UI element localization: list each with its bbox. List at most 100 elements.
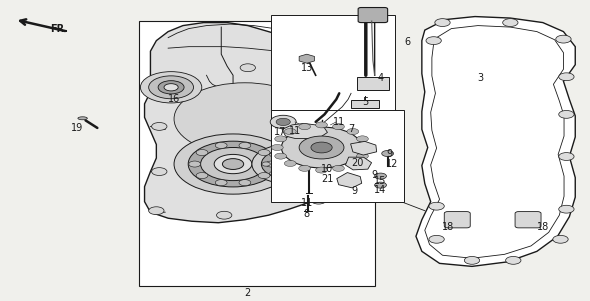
Bar <box>271 110 404 202</box>
FancyBboxPatch shape <box>351 100 379 108</box>
Circle shape <box>306 171 314 175</box>
Circle shape <box>559 73 574 81</box>
Text: 4: 4 <box>378 73 384 83</box>
Text: 18: 18 <box>537 222 549 232</box>
Text: 11: 11 <box>333 117 345 127</box>
Circle shape <box>503 19 518 26</box>
Circle shape <box>299 165 310 171</box>
Polygon shape <box>337 172 362 188</box>
Circle shape <box>316 167 327 173</box>
Circle shape <box>426 37 441 45</box>
Polygon shape <box>282 123 327 138</box>
Circle shape <box>280 108 322 129</box>
Circle shape <box>356 136 368 142</box>
Circle shape <box>215 180 227 186</box>
Polygon shape <box>145 23 363 223</box>
Circle shape <box>375 182 386 188</box>
Circle shape <box>152 168 167 175</box>
Circle shape <box>559 205 574 213</box>
Circle shape <box>429 202 444 210</box>
Circle shape <box>276 118 290 126</box>
Circle shape <box>196 150 208 156</box>
Circle shape <box>288 149 296 153</box>
Text: 3: 3 <box>478 73 484 83</box>
Bar <box>139 21 375 286</box>
Text: 12: 12 <box>386 159 398 169</box>
Circle shape <box>333 165 345 171</box>
Circle shape <box>222 159 244 169</box>
Circle shape <box>215 142 227 148</box>
Circle shape <box>435 19 450 26</box>
Text: 11: 11 <box>301 198 313 208</box>
Circle shape <box>214 154 252 174</box>
Circle shape <box>356 153 368 159</box>
FancyBboxPatch shape <box>515 212 541 228</box>
Circle shape <box>270 171 278 175</box>
Circle shape <box>174 134 292 194</box>
Circle shape <box>275 136 287 142</box>
Text: 6: 6 <box>404 37 410 47</box>
Text: 20: 20 <box>351 157 363 168</box>
Circle shape <box>284 129 296 135</box>
Circle shape <box>188 141 278 187</box>
Circle shape <box>314 74 329 82</box>
Polygon shape <box>416 17 575 266</box>
Circle shape <box>382 150 394 157</box>
Text: 9: 9 <box>372 169 378 180</box>
Circle shape <box>299 136 344 159</box>
Circle shape <box>158 81 184 94</box>
Circle shape <box>311 142 332 153</box>
Circle shape <box>164 84 178 91</box>
Circle shape <box>314 162 322 166</box>
Circle shape <box>288 175 296 179</box>
Circle shape <box>333 124 345 130</box>
Circle shape <box>556 35 571 43</box>
Circle shape <box>270 115 296 129</box>
Circle shape <box>201 147 266 181</box>
Text: 5: 5 <box>363 97 369 107</box>
Text: 14: 14 <box>375 185 386 195</box>
Circle shape <box>464 256 480 264</box>
Circle shape <box>149 76 194 99</box>
Circle shape <box>174 83 316 155</box>
Text: 19: 19 <box>71 123 83 133</box>
Bar <box>271 15 395 151</box>
Circle shape <box>559 110 574 118</box>
Circle shape <box>233 113 257 125</box>
Circle shape <box>311 196 326 204</box>
Text: 17: 17 <box>274 127 286 138</box>
Circle shape <box>375 173 386 179</box>
Circle shape <box>262 162 270 166</box>
Circle shape <box>290 113 312 124</box>
Circle shape <box>266 161 277 167</box>
Circle shape <box>239 142 251 148</box>
Circle shape <box>221 107 268 131</box>
Circle shape <box>196 172 208 178</box>
Circle shape <box>192 92 298 146</box>
Circle shape <box>316 122 327 128</box>
Text: 13: 13 <box>301 63 313 73</box>
Circle shape <box>149 207 164 215</box>
Text: 18: 18 <box>442 222 454 232</box>
Circle shape <box>206 99 283 138</box>
Circle shape <box>140 72 202 103</box>
Circle shape <box>360 144 372 150</box>
Text: 21: 21 <box>322 174 333 184</box>
FancyBboxPatch shape <box>444 212 470 228</box>
Text: 7: 7 <box>348 124 354 135</box>
Circle shape <box>306 153 314 157</box>
Circle shape <box>240 64 255 72</box>
Circle shape <box>258 172 270 178</box>
Circle shape <box>258 150 270 156</box>
Circle shape <box>346 153 362 160</box>
Circle shape <box>217 211 232 219</box>
Circle shape <box>270 153 278 157</box>
Circle shape <box>261 148 323 180</box>
Circle shape <box>268 102 333 135</box>
Circle shape <box>299 124 310 130</box>
FancyBboxPatch shape <box>358 8 388 23</box>
Circle shape <box>506 256 521 264</box>
Circle shape <box>347 129 359 135</box>
Text: 9: 9 <box>386 148 392 159</box>
Circle shape <box>347 160 359 166</box>
